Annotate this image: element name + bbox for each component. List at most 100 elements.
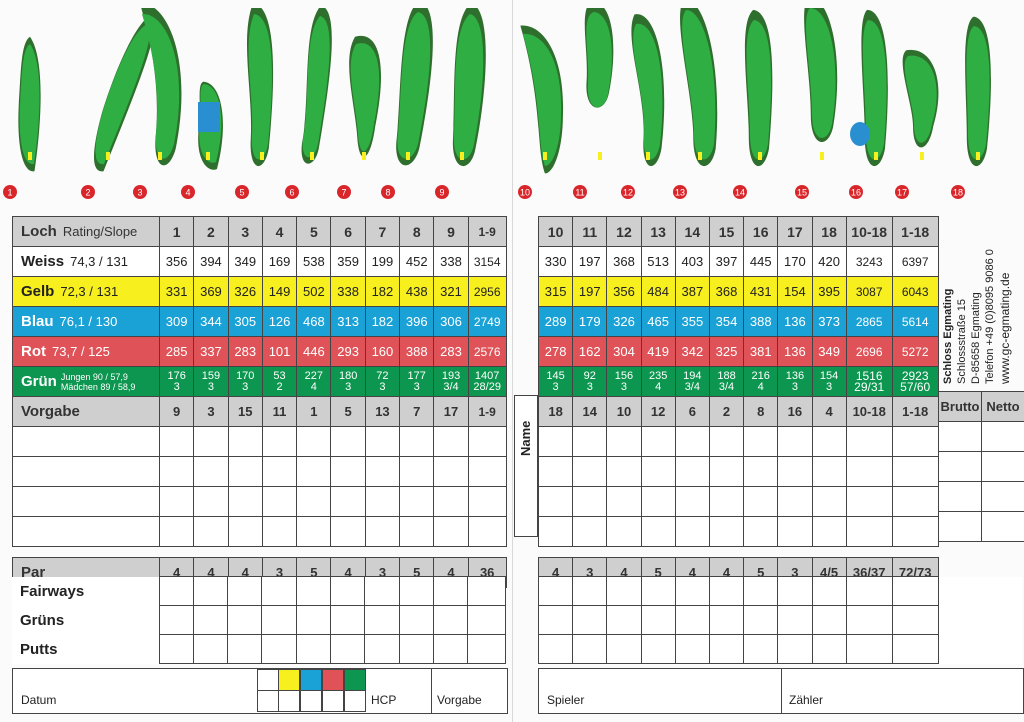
stat-cell[interactable] bbox=[192, 605, 229, 635]
score-cell[interactable] bbox=[777, 426, 813, 457]
score-cell[interactable] bbox=[743, 516, 779, 547]
score-cell[interactable] bbox=[811, 516, 847, 547]
stat-cell[interactable] bbox=[640, 634, 676, 664]
score-cell[interactable] bbox=[708, 486, 745, 517]
score-cell[interactable] bbox=[158, 516, 195, 547]
score-cell[interactable] bbox=[261, 486, 298, 517]
stat-cell[interactable] bbox=[158, 605, 194, 635]
score-cell[interactable] bbox=[777, 456, 813, 487]
score-cell[interactable] bbox=[433, 456, 469, 487]
stat-cell[interactable] bbox=[537, 576, 574, 606]
score-cell[interactable] bbox=[330, 486, 366, 517]
score-cell[interactable] bbox=[777, 486, 813, 517]
score-cell[interactable] bbox=[261, 516, 298, 547]
stat-cell[interactable] bbox=[640, 605, 676, 635]
score-cell[interactable] bbox=[708, 516, 745, 547]
stat-cell[interactable] bbox=[432, 634, 469, 664]
stat-cell[interactable] bbox=[467, 605, 507, 635]
score-cell[interactable] bbox=[845, 426, 893, 457]
score-cell[interactable] bbox=[193, 486, 229, 517]
score-cell[interactable] bbox=[364, 516, 401, 547]
stat-cell[interactable] bbox=[329, 576, 366, 606]
stat-cell[interactable] bbox=[572, 634, 608, 664]
stat-cell[interactable] bbox=[777, 576, 813, 606]
stat-cell[interactable] bbox=[845, 634, 893, 664]
stat-cell[interactable] bbox=[811, 634, 847, 664]
stat-cell[interactable] bbox=[537, 634, 574, 664]
score-cell[interactable] bbox=[296, 456, 332, 487]
stat-cell[interactable] bbox=[891, 605, 939, 635]
stat-cell[interactable] bbox=[467, 634, 507, 664]
score-cell[interactable] bbox=[399, 516, 435, 547]
score-cell[interactable] bbox=[811, 456, 847, 487]
score-cell[interactable] bbox=[296, 486, 332, 517]
stat-cell[interactable] bbox=[891, 634, 939, 664]
stat-cell[interactable] bbox=[432, 605, 469, 635]
stat-cell[interactable] bbox=[295, 634, 331, 664]
score-cell[interactable] bbox=[640, 456, 676, 487]
score-cell[interactable] bbox=[606, 516, 642, 547]
score-cell[interactable] bbox=[399, 456, 435, 487]
score-cell[interactable] bbox=[606, 456, 642, 487]
score-cell[interactable] bbox=[537, 516, 574, 547]
stat-cell[interactable] bbox=[398, 576, 434, 606]
score-cell[interactable] bbox=[227, 486, 263, 517]
stat-cell[interactable] bbox=[261, 634, 297, 664]
score-cell[interactable] bbox=[572, 456, 608, 487]
score-cell[interactable] bbox=[640, 486, 676, 517]
stat-cell[interactable] bbox=[329, 605, 366, 635]
stat-cell[interactable] bbox=[364, 576, 400, 606]
score-cell[interactable] bbox=[467, 516, 507, 547]
score-cell[interactable] bbox=[433, 516, 469, 547]
stat-cell[interactable] bbox=[743, 576, 779, 606]
stat-cell[interactable] bbox=[743, 634, 779, 664]
score-cell[interactable] bbox=[158, 486, 195, 517]
stat-cell[interactable] bbox=[891, 576, 939, 606]
stat-cell[interactable] bbox=[158, 634, 194, 664]
stat-cell[interactable] bbox=[674, 605, 710, 635]
score-cell[interactable] bbox=[433, 486, 469, 517]
stat-cell[interactable] bbox=[227, 634, 263, 664]
stat-cell[interactable] bbox=[261, 605, 297, 635]
stat-cell[interactable] bbox=[777, 605, 813, 635]
score-cell[interactable] bbox=[399, 486, 435, 517]
score-cell[interactable] bbox=[158, 456, 195, 487]
score-cell[interactable] bbox=[193, 456, 229, 487]
stat-cell[interactable] bbox=[845, 576, 893, 606]
stat-cell[interactable] bbox=[777, 634, 813, 664]
stat-cell[interactable] bbox=[261, 576, 297, 606]
stat-cell[interactable] bbox=[572, 605, 608, 635]
score-cell[interactable] bbox=[537, 486, 574, 517]
stat-cell[interactable] bbox=[708, 605, 745, 635]
score-cell[interactable] bbox=[330, 426, 366, 457]
score-cell[interactable] bbox=[845, 456, 893, 487]
score-cell[interactable] bbox=[845, 486, 893, 517]
score-cell[interactable] bbox=[330, 456, 366, 487]
score-cell[interactable] bbox=[296, 426, 332, 457]
score-cell[interactable] bbox=[674, 456, 710, 487]
stat-cell[interactable] bbox=[467, 576, 507, 606]
score-cell[interactable] bbox=[811, 426, 847, 457]
score-cell[interactable] bbox=[606, 426, 642, 457]
stat-cell[interactable] bbox=[606, 634, 642, 664]
stat-cell[interactable] bbox=[606, 576, 642, 606]
stat-cell[interactable] bbox=[674, 634, 710, 664]
score-cell[interactable] bbox=[743, 486, 779, 517]
stat-cell[interactable] bbox=[811, 576, 847, 606]
score-cell[interactable] bbox=[537, 426, 574, 457]
score-cell[interactable] bbox=[743, 426, 779, 457]
score-cell[interactable] bbox=[227, 426, 263, 457]
score-cell[interactable] bbox=[467, 456, 507, 487]
score-cell[interactable] bbox=[537, 456, 574, 487]
score-cell[interactable] bbox=[572, 426, 608, 457]
score-cell[interactable] bbox=[364, 486, 401, 517]
stat-cell[interactable] bbox=[743, 605, 779, 635]
stat-cell[interactable] bbox=[640, 576, 676, 606]
stat-cell[interactable] bbox=[227, 576, 263, 606]
stat-cell[interactable] bbox=[364, 634, 400, 664]
score-cell[interactable] bbox=[364, 426, 401, 457]
stat-cell[interactable] bbox=[329, 634, 366, 664]
score-cell[interactable] bbox=[467, 426, 507, 457]
score-cell[interactable] bbox=[227, 456, 263, 487]
stat-cell[interactable] bbox=[606, 605, 642, 635]
